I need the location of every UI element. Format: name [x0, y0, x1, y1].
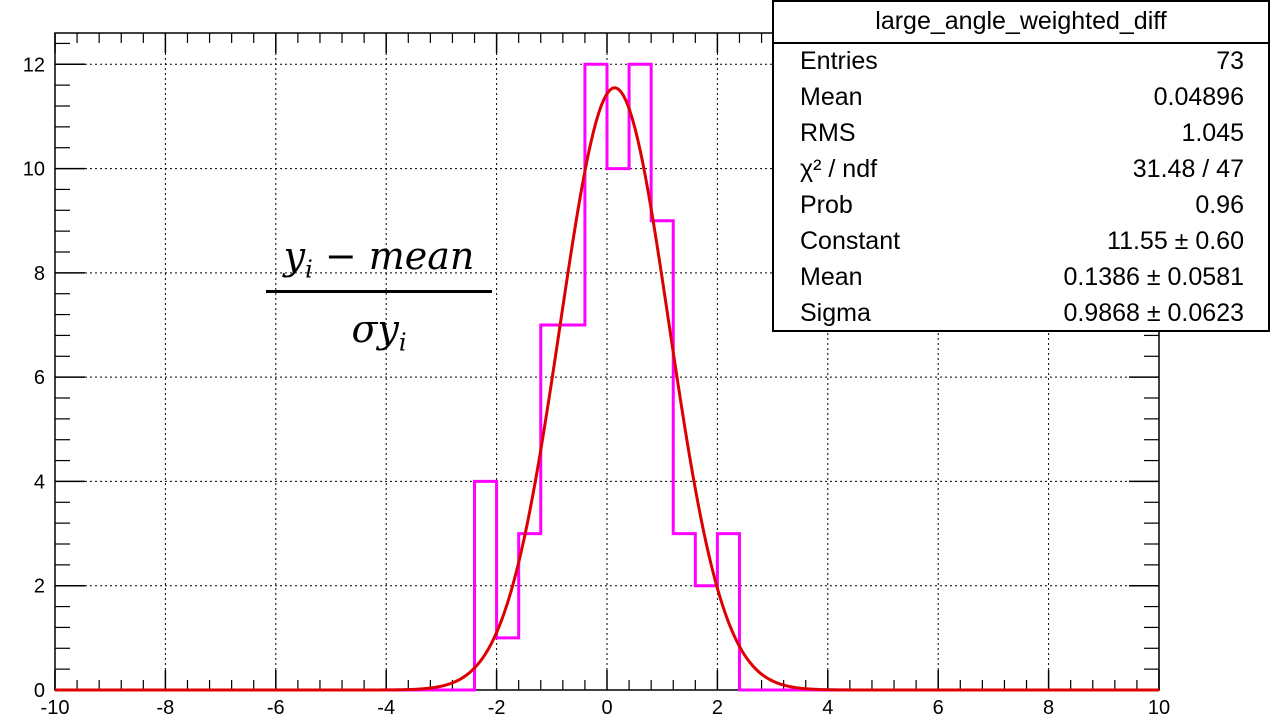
y-tick-label: 4 [34, 471, 45, 493]
x-tick-label: 10 [1148, 697, 1170, 719]
x-tick-label: 2 [712, 697, 723, 719]
formula-annotation: yi − mean σyi [266, 228, 492, 357]
stats-row-label: Constant [800, 227, 901, 255]
stats-row-label: Sigma [800, 299, 871, 327]
stats-row-label: χ² / ndf [800, 155, 878, 183]
stats-row: Prob 0.96 [774, 188, 1268, 224]
y-tick-label: 2 [34, 576, 45, 598]
formula-denominator: σyi [351, 307, 407, 357]
stats-row-label: RMS [800, 119, 856, 147]
stats-row-value: 0.04896 [1153, 83, 1244, 111]
gaussian-fit-curve [55, 86, 1159, 692]
stats-row-value: 0.1386 ± 0.0581 [1063, 263, 1244, 291]
stats-rows: Entries 73 Mean 0.04896 RMS 1.045 χ² / ndf 31.4… [774, 44, 1268, 332]
stats-row-value: 1.045 [1181, 119, 1244, 147]
stats-row: Sigma 0.9868 ± 0.0623 [774, 296, 1268, 332]
stats-row-label: Entries [800, 47, 878, 75]
y-tick-label: 10 [23, 159, 45, 181]
x-tick-label: 8 [1043, 697, 1054, 719]
formula-numerator: yi − mean [283, 234, 475, 284]
stats-row-label: Mean [800, 263, 863, 291]
axis-tick-labels: -10 -8 -6 -4 -2 0 2 4 6 8 10 0 2 4 6 8 10 12 [23, 54, 1170, 719]
stats-row: Constant 11.55 ± 0.60 [774, 224, 1268, 260]
stats-row-value: 73 [1216, 47, 1244, 75]
y-tick-label: 12 [23, 54, 45, 76]
stats-row-value: 0.96 [1195, 191, 1244, 219]
stats-box: large_angle_weighted_diff Entries 73 Mean 0… [772, 0, 1270, 332]
x-tick-label: -4 [377, 697, 395, 719]
x-tick-label: 6 [933, 697, 944, 719]
stats-row: RMS 1.045 [774, 116, 1268, 152]
x-tick-label: -2 [488, 697, 506, 719]
stats-row-value: 11.55 ± 0.60 [1107, 227, 1244, 255]
y-tick-label: 6 [34, 367, 45, 389]
x-tick-label: 0 [601, 697, 612, 719]
stats-row: Mean 0.04896 [774, 80, 1268, 116]
histogram-series [55, 62, 1159, 692]
stats-title: large_angle_weighted_diff [774, 2, 1268, 44]
x-tick-label: -8 [157, 697, 175, 719]
y-tick-label: 0 [34, 680, 45, 702]
x-tick-label: 4 [822, 697, 833, 719]
y-tick-label: 8 [34, 263, 45, 285]
x-tick-label: -6 [267, 697, 285, 719]
stats-row-value: 31.48 / 47 [1132, 155, 1244, 183]
stats-row-label: Mean [800, 83, 863, 111]
stats-row: Mean 0.1386 ± 0.0581 [774, 260, 1268, 296]
x-tick-label: -10 [41, 697, 70, 719]
formula-fraction-bar [266, 290, 492, 293]
stats-row-value: 0.9868 ± 0.0623 [1063, 299, 1244, 327]
stats-row: χ² / ndf 31.48 / 47 [774, 152, 1268, 188]
stats-row-label: Prob [800, 191, 853, 219]
stats-row: Entries 73 [774, 44, 1268, 80]
